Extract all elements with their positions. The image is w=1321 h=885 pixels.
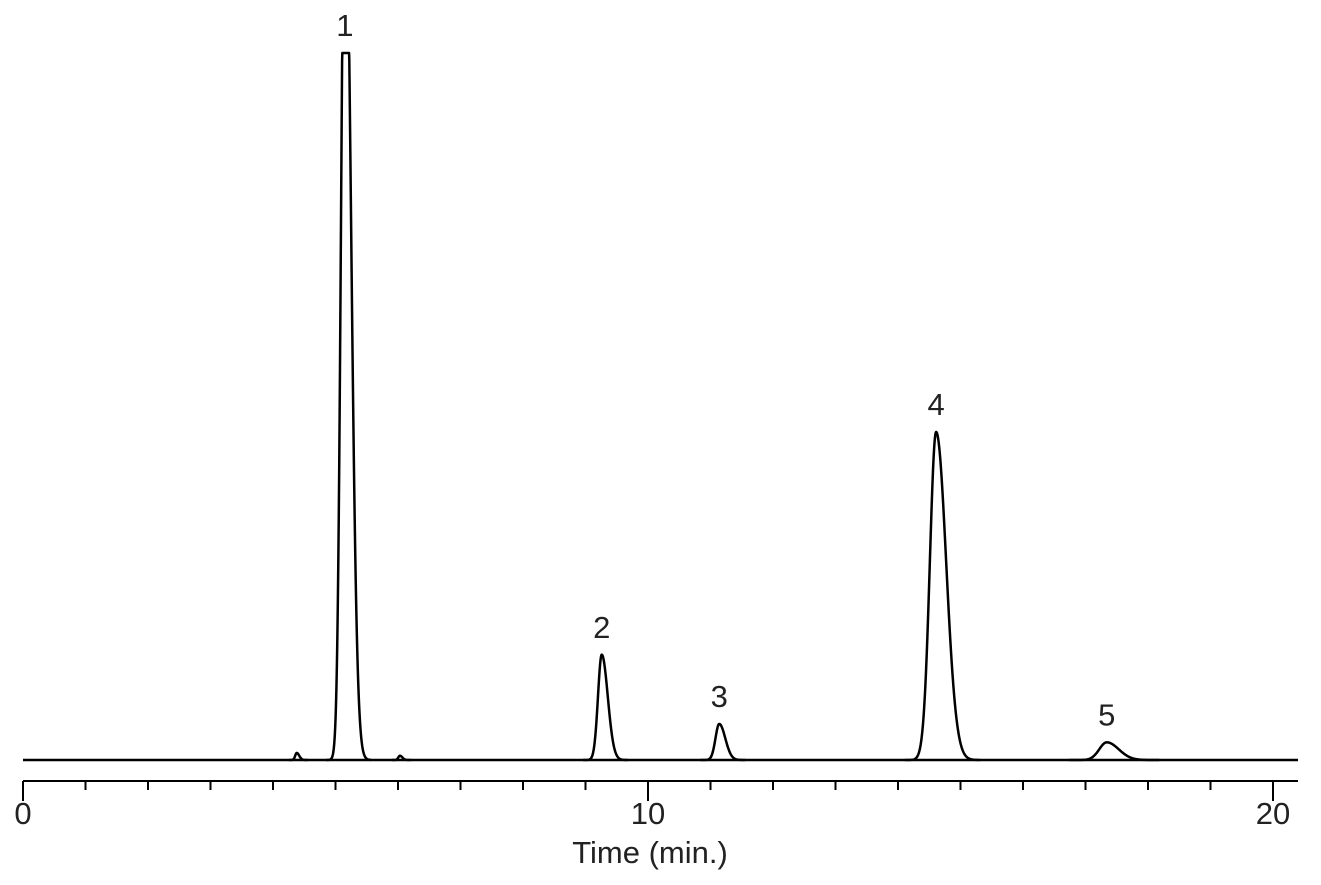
peak	[1068, 741, 1161, 762]
peak-label: 4	[928, 387, 945, 422]
peak	[390, 754, 412, 762]
peak	[287, 751, 309, 762]
peak	[325, 51, 373, 762]
peak-label: 2	[593, 610, 610, 645]
peak-label: 1	[336, 8, 353, 43]
peak	[699, 722, 747, 762]
peak-label: 3	[711, 679, 728, 714]
peak	[581, 653, 630, 762]
peak	[904, 430, 981, 762]
peak-label: 5	[1098, 698, 1115, 733]
x-axis-label: Time (min.)	[572, 835, 728, 870]
x-tick-label: 0	[14, 796, 31, 831]
x-tick-label: 20	[1256, 796, 1290, 831]
x-tick-label: 10	[631, 796, 665, 831]
